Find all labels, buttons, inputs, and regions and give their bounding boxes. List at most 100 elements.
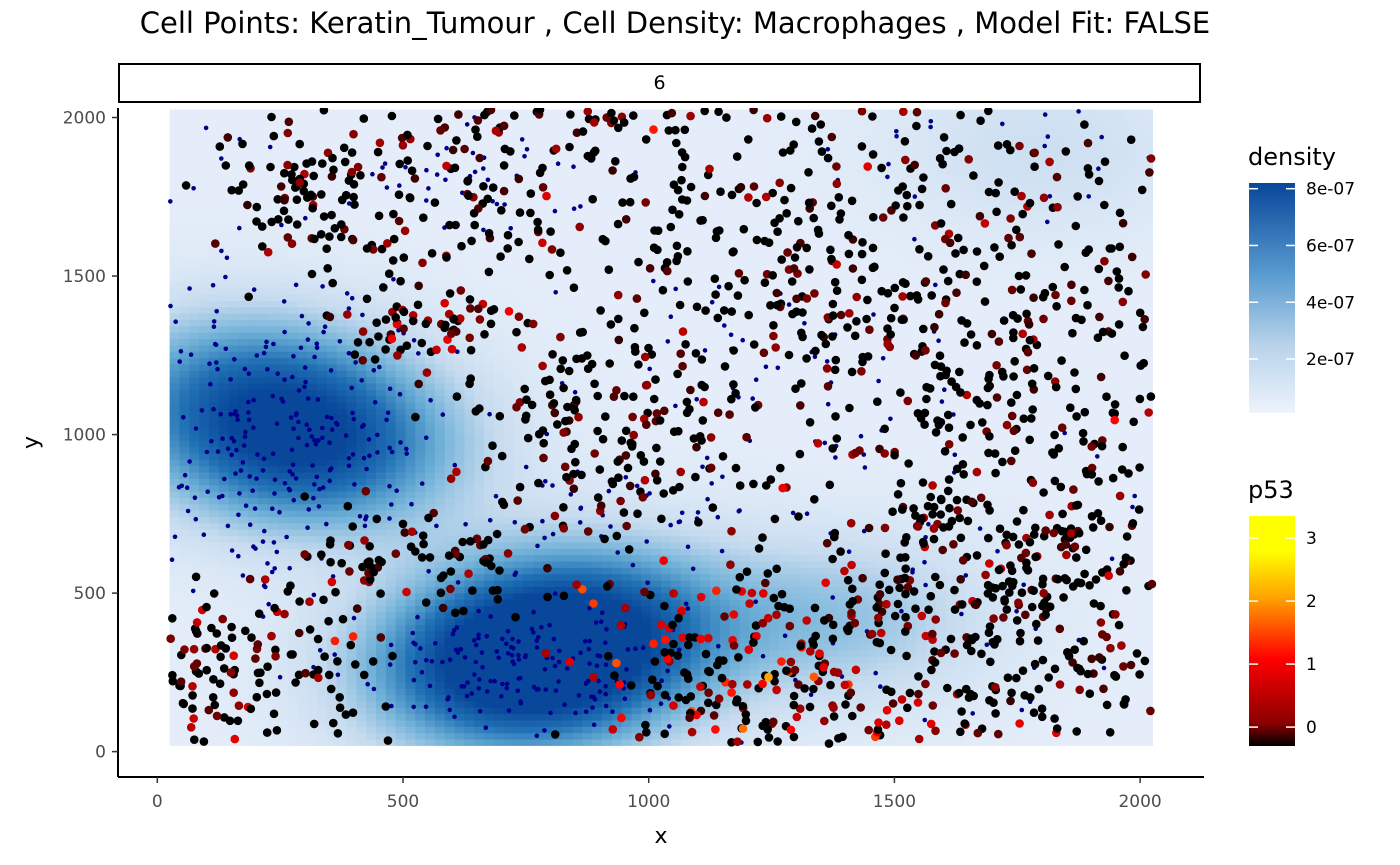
density-cell [444, 440, 456, 448]
density-cell [592, 204, 603, 212]
density-cell [189, 637, 200, 645]
density-cell [592, 332, 603, 340]
density-cell [199, 503, 210, 511]
density-cell [543, 548, 554, 556]
density-cell [248, 389, 259, 397]
density-cell [366, 446, 377, 454]
density-cell [189, 599, 200, 607]
density-cell [572, 516, 583, 524]
density-cell [336, 363, 348, 371]
density-cell [474, 573, 485, 581]
density-cell [434, 192, 446, 200]
density-cell [631, 675, 642, 683]
density-cell [218, 599, 230, 607]
density-cell [454, 630, 466, 638]
density-cell [474, 599, 485, 607]
density-cell [258, 637, 269, 645]
density-cell [248, 293, 259, 301]
density-cell [503, 204, 515, 212]
density-cell [493, 732, 505, 740]
density-cell [651, 713, 662, 721]
density-cell [582, 230, 593, 238]
density-cell [592, 293, 603, 301]
density-cell [375, 440, 387, 448]
density-cell [464, 700, 475, 708]
density-cell [346, 306, 357, 314]
density-cell [228, 192, 239, 200]
density-cell [602, 675, 613, 683]
density-cell [366, 465, 377, 473]
density-cell [336, 656, 348, 664]
density-cell [326, 357, 338, 365]
density-cell [592, 351, 603, 359]
density-cell [238, 395, 249, 403]
density-cell [543, 599, 554, 607]
density-cell [415, 446, 426, 454]
density-cell [297, 726, 308, 734]
density-cell [493, 211, 505, 219]
density-cell [248, 738, 259, 746]
density-cell [503, 408, 515, 416]
density-cell [552, 389, 564, 397]
density-cell [582, 599, 593, 607]
density-cell [179, 630, 190, 638]
density-cell [631, 738, 642, 746]
density-cell [474, 357, 485, 365]
density-cell [631, 268, 642, 276]
density-cell [375, 529, 387, 537]
density-cell [356, 726, 367, 734]
density-cell [444, 402, 456, 409]
density-cell [474, 719, 485, 727]
density-cell [208, 370, 220, 378]
density-cell [277, 560, 289, 568]
density-cell [189, 173, 200, 181]
density-cell [356, 713, 367, 721]
density-cell [572, 255, 583, 263]
density-cell [552, 503, 564, 511]
density-cell [523, 491, 534, 498]
density-cell [631, 573, 642, 581]
density-cell [533, 560, 544, 568]
density-cell [238, 452, 249, 460]
density-cell [317, 452, 328, 460]
density-cell [405, 325, 416, 333]
density-cell [425, 618, 436, 626]
density-cell [621, 433, 633, 441]
density-cell [385, 618, 397, 626]
density-cell [218, 694, 230, 702]
density-cell [552, 319, 564, 327]
density-cell [562, 529, 574, 537]
density-cell [523, 306, 534, 314]
density-cell [425, 154, 436, 162]
density-cell [297, 637, 308, 645]
density-cell [356, 719, 367, 727]
density-cell [238, 567, 249, 575]
density-cell [366, 707, 377, 715]
density-cell [454, 185, 466, 193]
density-cell [356, 274, 367, 282]
density-cell [425, 669, 436, 676]
density-cell [454, 446, 466, 454]
density-cell [317, 135, 328, 142]
density-cell [307, 605, 318, 613]
density-cell [592, 541, 603, 549]
density-cell [336, 465, 348, 473]
density-cell [582, 128, 593, 136]
density-cell [562, 459, 574, 467]
density-cell [228, 535, 239, 543]
density-cell [484, 204, 495, 212]
density-cell [641, 160, 652, 168]
density-cell [464, 402, 475, 409]
density-cell [199, 491, 210, 498]
density-cell [543, 497, 554, 505]
density-cell [189, 611, 200, 619]
density-cell [356, 586, 367, 594]
density-cell [533, 357, 544, 365]
density-cell [258, 446, 269, 454]
density-cell [248, 605, 259, 613]
density-cell [631, 122, 642, 130]
density-cell [425, 332, 436, 340]
density-cell [562, 211, 574, 219]
density-cell [621, 573, 633, 581]
density-cell [307, 497, 318, 505]
